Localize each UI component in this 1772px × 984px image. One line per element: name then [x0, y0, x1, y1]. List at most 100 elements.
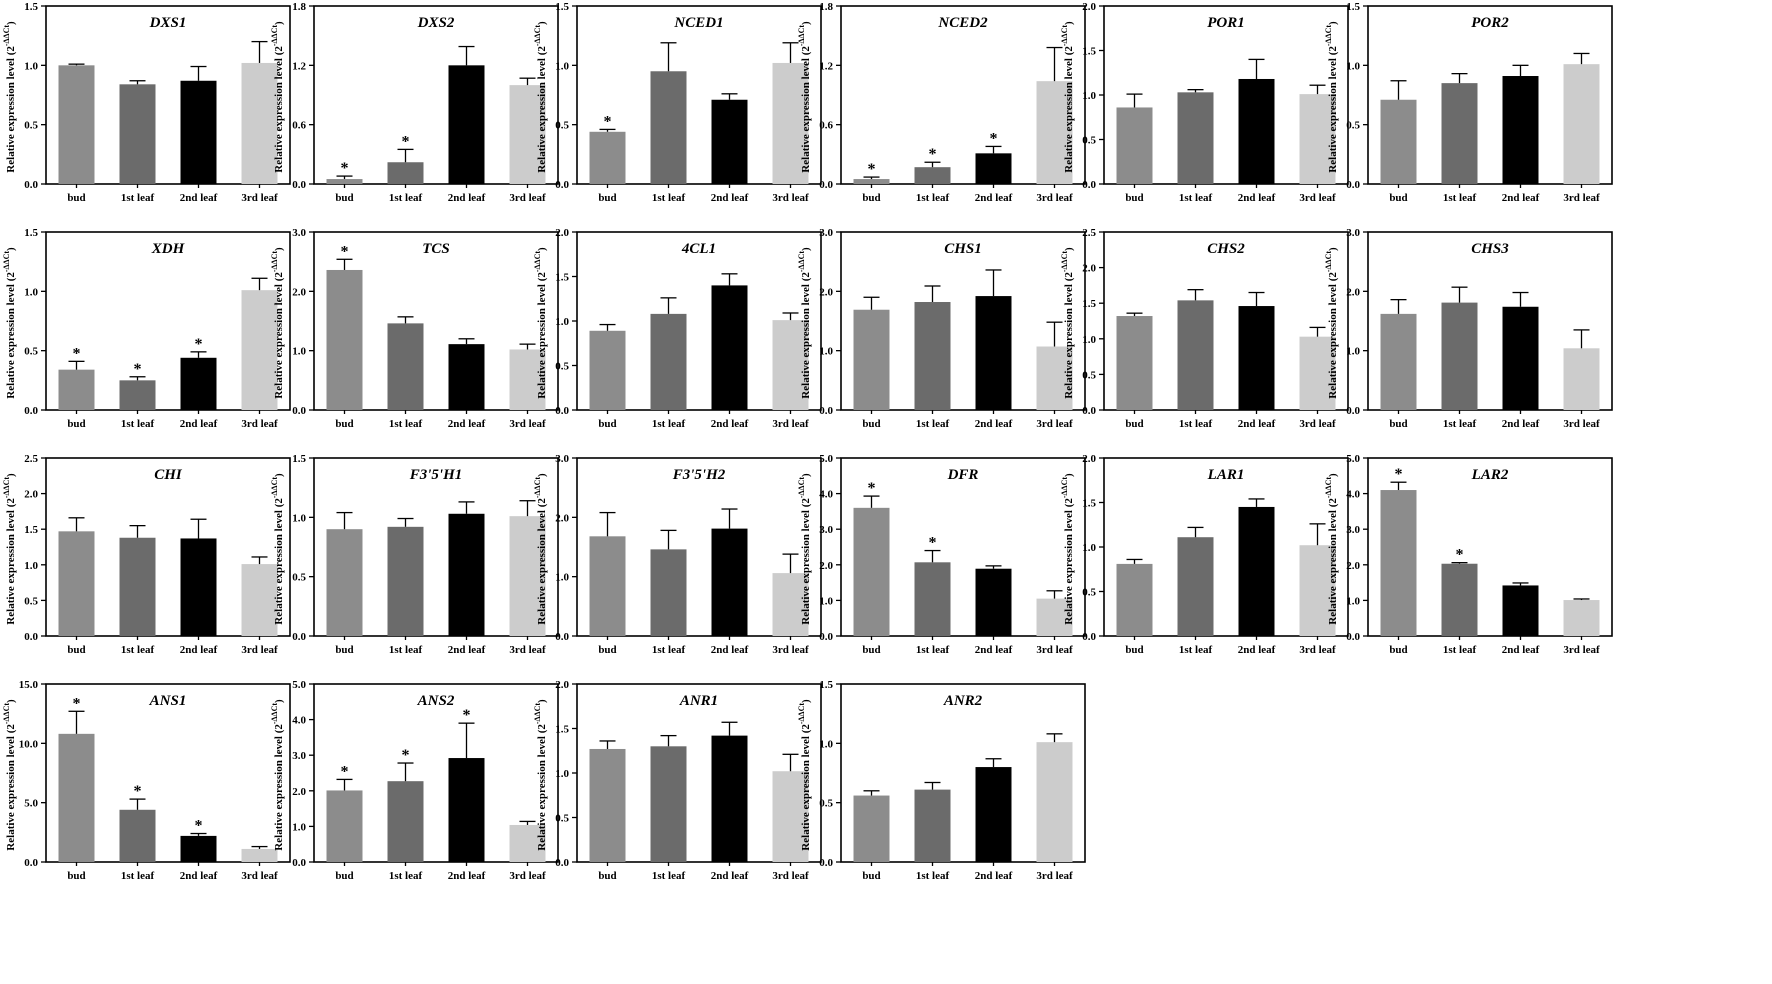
bar-3rd-leaf: [1036, 81, 1073, 184]
chart-svg: 0.0 0.5 1.0 1.5 Relative expression level (2…: [2, 1, 291, 204]
y-tick-label: 0.0: [819, 631, 833, 643]
y-tick-label: 0.6: [292, 120, 306, 132]
category-label: 3rd leaf: [1563, 418, 1600, 430]
bar-bud: [1116, 316, 1153, 410]
category-label: 1st leaf: [121, 418, 155, 430]
chart-panel-nced1: 0.0 0.5 1.0 1.5 Relative expression level (2…: [531, 0, 826, 246]
y-tick-label: 1.0: [819, 595, 833, 607]
chart-title: POR2: [1471, 15, 1509, 31]
category-label: 3rd leaf: [772, 644, 809, 656]
category-label: 3rd leaf: [772, 870, 809, 882]
category-label: 1st leaf: [1443, 192, 1477, 204]
bar-2nd-leaf: [1238, 306, 1275, 410]
category-label: 2nd leaf: [180, 644, 218, 656]
y-axis-label: Relative expression level (2-ΔΔCt): [2, 247, 17, 399]
significance-star: *: [73, 345, 81, 362]
y-tick-label: 2.0: [292, 786, 306, 798]
y-tick-label: 1.0: [1082, 334, 1096, 346]
chart-svg: 0.0 0.5 1.0 1.5 Relative expression level (2…: [797, 679, 1086, 882]
y-tick-label: 1.0: [555, 316, 569, 328]
chart-title: F3'5'H1: [409, 467, 463, 483]
bar-3rd-leaf: [1299, 94, 1336, 184]
y-tick-label: 1.0: [24, 60, 38, 72]
y-tick-label: 1.0: [24, 286, 38, 298]
bar-2nd-leaf: [975, 296, 1012, 410]
category-label: 2nd leaf: [1238, 192, 1276, 204]
significance-star: *: [73, 695, 81, 712]
y-tick-label: 0.0: [555, 405, 569, 417]
category-label: bud: [67, 870, 85, 882]
y-tick-label: 1.0: [1346, 60, 1360, 72]
significance-star: *: [195, 336, 203, 353]
category-label: 2nd leaf: [1502, 644, 1540, 656]
y-tick-label: 2.0: [555, 512, 569, 524]
category-label: 1st leaf: [389, 418, 423, 430]
significance-star: *: [604, 113, 612, 130]
plot-frame: [45, 231, 291, 411]
category-label: 1st leaf: [121, 644, 155, 656]
chart-title: NCED1: [673, 15, 723, 31]
bar-3rd-leaf: [241, 290, 278, 410]
chart-panel-xdh: 0.0 0.5 1.0 1.5 Relative expression level (2…: [0, 226, 295, 472]
chart-panel-dxs2: 0.0 0.6 1.2 1.8 Relative expression level (2…: [268, 0, 563, 246]
y-tick-label: 2.0: [1082, 453, 1096, 465]
y-tick-label: 2.0: [1082, 263, 1096, 275]
y-tick-label: 4.0: [1346, 489, 1360, 501]
y-tick-label: 2.5: [24, 453, 38, 465]
y-tick-label: 1.0: [819, 738, 833, 750]
y-tick-label: 1.5: [1082, 498, 1096, 510]
bar-1st-leaf: [650, 71, 687, 184]
bar-3rd-leaf: [1036, 742, 1073, 862]
chart-title: CHI: [154, 467, 183, 483]
plot-frame: [313, 457, 559, 637]
y-tick-label: 0.0: [24, 405, 38, 417]
plot-frame: [1103, 231, 1349, 411]
chart-svg: 0.0 0.5 1.0 1.5 2.0 2.5 Relative expression le…: [1060, 227, 1349, 430]
bar-3rd-leaf: [1299, 545, 1336, 636]
category-label: 2nd leaf: [448, 870, 486, 882]
category-label: 2nd leaf: [975, 418, 1013, 430]
y-tick-label: 0.0: [819, 857, 833, 869]
y-tick-label: 1.5: [24, 1, 38, 13]
bar-1st-leaf: [119, 809, 156, 862]
plot-frame: [45, 683, 291, 863]
y-tick-label: 0.0: [555, 631, 569, 643]
significance-star: *: [990, 130, 998, 147]
bar-bud: [58, 733, 95, 862]
y-tick-label: 0.5: [555, 120, 569, 132]
bar-1st-leaf: [650, 549, 687, 636]
category-label: 2nd leaf: [1502, 418, 1540, 430]
chart-title: CHS1: [944, 241, 982, 257]
y-tick-label: 0.0: [292, 857, 306, 869]
chart-title: LAR2: [1471, 467, 1509, 483]
y-tick-label: 0.0: [1346, 405, 1360, 417]
chart-svg: 0.0 0.5 1.0 1.5 2.0 Relative expression level…: [1060, 453, 1349, 656]
chart-title: DFR: [947, 467, 979, 483]
bar-1st-leaf: [1177, 92, 1214, 184]
bar-2nd-leaf: [1502, 306, 1539, 410]
y-tick-label: 2.0: [1082, 1, 1096, 13]
bar-1st-leaf: [1177, 537, 1214, 636]
category-label: 2nd leaf: [448, 644, 486, 656]
category-label: bud: [335, 870, 353, 882]
y-tick-label: 2.0: [1346, 560, 1360, 572]
y-tick-label: 1.2: [292, 60, 306, 72]
bar-1st-leaf: [1177, 300, 1214, 410]
category-label: 3rd leaf: [509, 192, 546, 204]
bar-1st-leaf: [914, 167, 951, 184]
bar-2nd-leaf: [711, 285, 748, 410]
y-tick-label: 0.0: [1346, 179, 1360, 191]
category-label: 3rd leaf: [241, 870, 278, 882]
chart-title: DXS1: [149, 15, 187, 31]
y-tick-label: 0.5: [24, 595, 38, 607]
chart-title: F3'5'H2: [672, 467, 726, 483]
y-tick-label: 5.0: [819, 453, 833, 465]
significance-star: *: [1456, 547, 1464, 564]
chart-svg: 0.0 1.0 2.0 3.0 Relative expression level (2…: [1324, 227, 1613, 430]
chart-title: LAR1: [1207, 467, 1245, 483]
bar-bud: [589, 536, 626, 636]
bar-3rd-leaf: [241, 564, 278, 636]
y-tick-label: 0.5: [24, 120, 38, 132]
category-label: bud: [67, 644, 85, 656]
